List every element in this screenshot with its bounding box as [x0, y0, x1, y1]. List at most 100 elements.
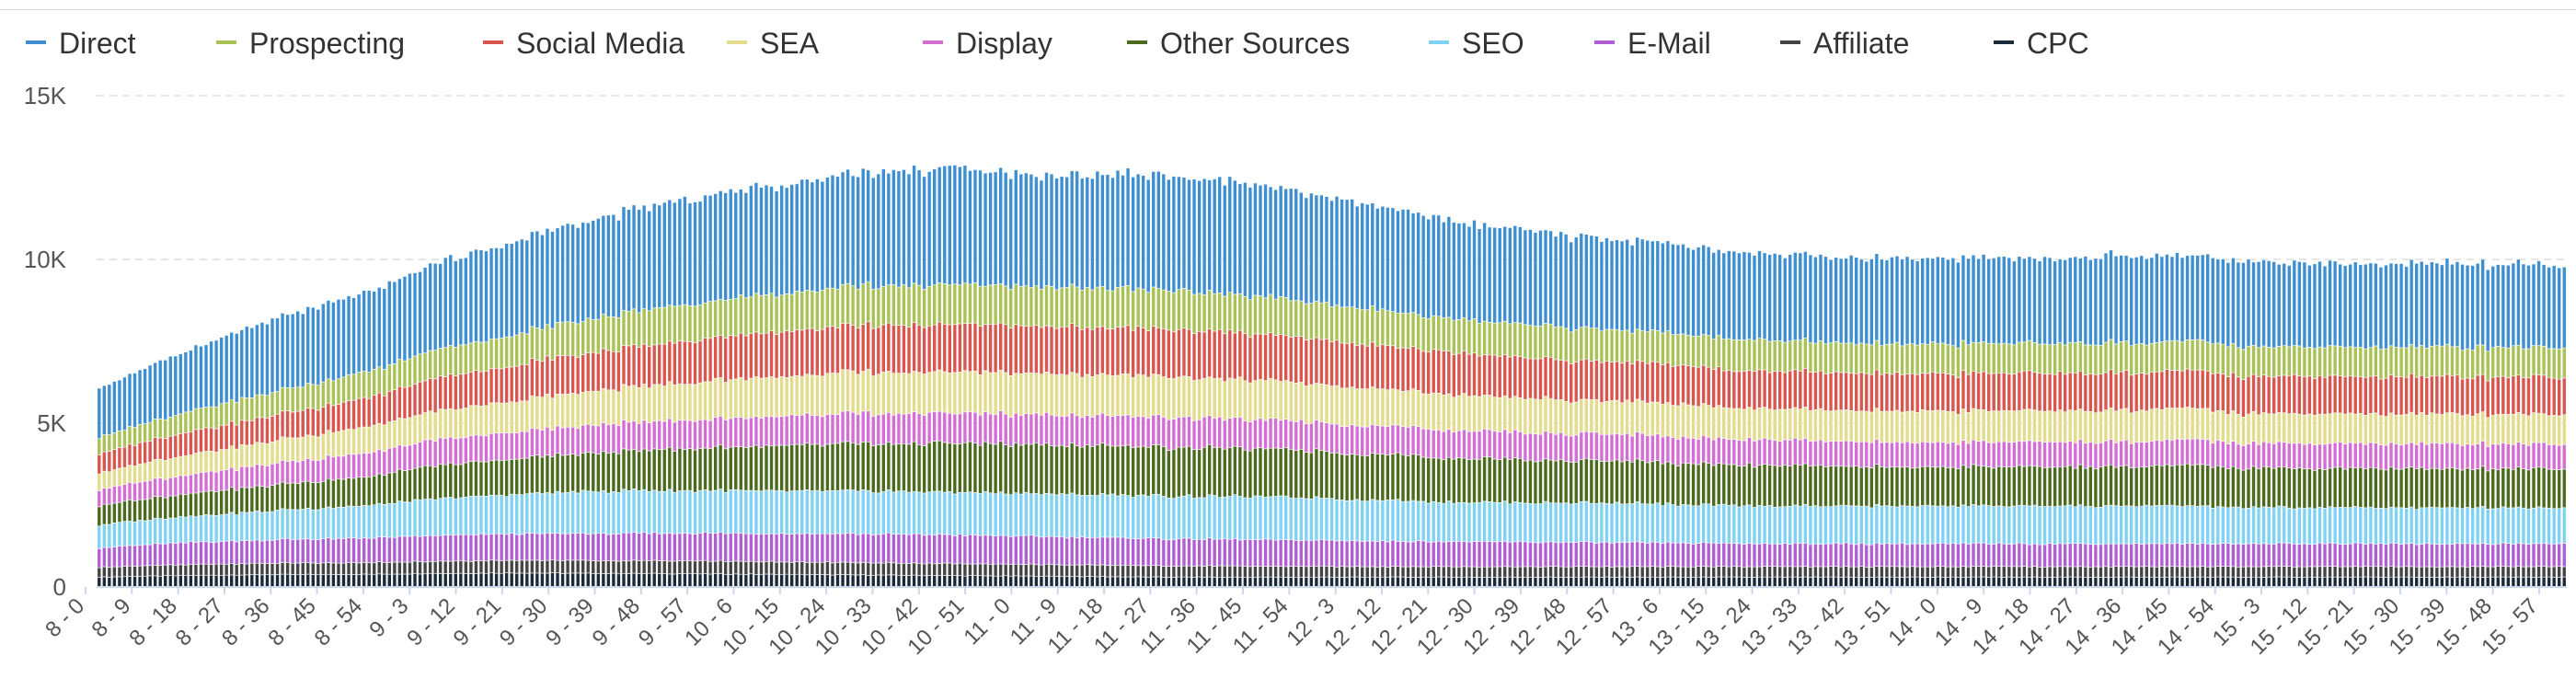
- bar-segment-prospecting[interactable]: [1615, 328, 1619, 362]
- bar-segment-cpc[interactable]: [167, 575, 173, 588]
- bar-segment-social-media[interactable]: [683, 340, 687, 385]
- bar-segment-direct[interactable]: [519, 238, 524, 333]
- bar-segment-other-sources[interactable]: [275, 483, 280, 511]
- bar-segment-other-sources[interactable]: [667, 446, 673, 490]
- bar-segment-display[interactable]: [825, 414, 830, 445]
- bar-segment-affiliate[interactable]: [1828, 566, 1834, 578]
- bar-segment-seo[interactable]: [2414, 509, 2419, 546]
- bar-segment-direct[interactable]: [2378, 266, 2384, 350]
- bar-segment-direct[interactable]: [1808, 254, 1813, 343]
- bar-segment-affiliate[interactable]: [1904, 566, 1910, 578]
- bar-segment-direct[interactable]: [1125, 167, 1131, 286]
- bar-segment-affiliate[interactable]: [2358, 566, 2363, 578]
- bar-segment-cpc[interactable]: [1400, 576, 1406, 588]
- bar-segment-social-media[interactable]: [1380, 344, 1386, 389]
- bar-segment-display[interactable]: [1762, 437, 1767, 466]
- bar-segment-seo[interactable]: [1828, 506, 1834, 545]
- bar-segment-seo[interactable]: [1090, 495, 1095, 538]
- bar-segment-display[interactable]: [1966, 443, 1971, 468]
- bar-segment-direct[interactable]: [245, 326, 249, 398]
- bar-segment-cpc[interactable]: [815, 574, 820, 588]
- bar-segment-direct[interactable]: [2526, 264, 2531, 350]
- bar-segment-cpc[interactable]: [733, 573, 739, 588]
- bar-segment-social-media[interactable]: [1426, 351, 1431, 395]
- bar-segment-other-sources[interactable]: [1823, 466, 1828, 507]
- bar-segment-other-sources[interactable]: [2113, 466, 2119, 506]
- bar-segment-affiliate[interactable]: [530, 559, 535, 574]
- bar-segment-other-sources[interactable]: [1981, 466, 1986, 506]
- bar-segment-seo[interactable]: [2388, 506, 2394, 544]
- bar-segment-e-mail[interactable]: [1716, 543, 1721, 567]
- bar-segment-other-sources[interactable]: [2205, 465, 2210, 506]
- bar-segment-cpc[interactable]: [1864, 577, 1869, 588]
- bar-segment-direct[interactable]: [948, 165, 952, 286]
- bar-segment-other-sources[interactable]: [1151, 444, 1156, 495]
- bar-segment-e-mail[interactable]: [193, 542, 199, 565]
- bar-segment-seo[interactable]: [1472, 502, 1477, 542]
- bar-segment-prospecting[interactable]: [1406, 313, 1410, 350]
- bar-segment-direct[interactable]: [1946, 259, 1950, 345]
- bar-segment-prospecting[interactable]: [2444, 343, 2450, 375]
- bar-segment-display[interactable]: [219, 469, 224, 491]
- bar-segment-display[interactable]: [2430, 443, 2434, 469]
- bar-segment-affiliate[interactable]: [1141, 565, 1145, 578]
- bar-segment-display[interactable]: [1497, 431, 1502, 460]
- bar-segment-seo[interactable]: [2271, 507, 2276, 545]
- bar-segment-other-sources[interactable]: [779, 444, 784, 491]
- bar-segment-other-sources[interactable]: [657, 449, 662, 492]
- bar-segment-seo[interactable]: [749, 489, 753, 535]
- bar-segment-prospecting[interactable]: [1456, 319, 1462, 354]
- bar-segment-sea[interactable]: [249, 444, 255, 467]
- bar-segment-other-sources[interactable]: [489, 460, 494, 496]
- bar-segment-e-mail[interactable]: [1263, 538, 1268, 567]
- bar-segment-social-media[interactable]: [1701, 364, 1706, 404]
- bar-segment-direct[interactable]: [356, 293, 362, 373]
- bar-segment-seo[interactable]: [2444, 507, 2450, 545]
- bar-segment-social-media[interactable]: [1064, 326, 1069, 376]
- bar-segment-seo[interactable]: [2155, 505, 2159, 545]
- bar-segment-sea[interactable]: [1167, 377, 1171, 420]
- bar-segment-social-media[interactable]: [2205, 370, 2210, 409]
- bar-segment-social-media[interactable]: [1782, 372, 1788, 410]
- bar-segment-other-sources[interactable]: [2490, 468, 2496, 510]
- bar-segment-sea[interactable]: [1350, 386, 1354, 426]
- bar-segment-prospecting[interactable]: [2378, 349, 2384, 380]
- bar-segment-direct[interactable]: [163, 360, 168, 420]
- bar-segment-prospecting[interactable]: [937, 282, 942, 323]
- bar-segment-other-sources[interactable]: [1064, 446, 1069, 495]
- bar-segment-direct[interactable]: [1991, 258, 1996, 344]
- bar-segment-e-mail[interactable]: [280, 538, 285, 563]
- bar-segment-direct[interactable]: [1340, 199, 1344, 308]
- bar-segment-seo[interactable]: [305, 507, 311, 539]
- bar-segment-affiliate[interactable]: [2083, 566, 2088, 578]
- bar-segment-display[interactable]: [683, 420, 687, 450]
- bar-segment-display[interactable]: [1874, 439, 1880, 465]
- bar-segment-seo[interactable]: [259, 512, 265, 542]
- bar-segment-social-media[interactable]: [1167, 329, 1171, 379]
- bar-segment-social-media[interactable]: [1639, 361, 1645, 402]
- bar-segment-affiliate[interactable]: [2363, 566, 2368, 578]
- bar-segment-prospecting[interactable]: [902, 284, 906, 326]
- bar-segment-other-sources[interactable]: [733, 446, 739, 490]
- bar-segment-cpc[interactable]: [2322, 576, 2328, 588]
- bar-segment-sea[interactable]: [234, 448, 239, 471]
- bar-segment-direct[interactable]: [1135, 173, 1141, 289]
- bar-segment-display[interactable]: [1523, 433, 1528, 462]
- bar-segment-other-sources[interactable]: [1034, 443, 1039, 494]
- bar-segment-cpc[interactable]: [265, 574, 270, 588]
- bar-segment-display[interactable]: [1294, 421, 1299, 451]
- bar-segment-social-media[interactable]: [2200, 369, 2205, 409]
- bar-segment-direct[interactable]: [1492, 226, 1497, 324]
- bar-segment-prospecting[interactable]: [412, 355, 418, 385]
- bar-segment-e-mail[interactable]: [117, 546, 122, 568]
- bar-segment-other-sources[interactable]: [321, 481, 326, 509]
- bar-segment-display[interactable]: [1645, 435, 1650, 464]
- bar-segment-prospecting[interactable]: [906, 287, 912, 328]
- bar-segment-cpc[interactable]: [183, 575, 189, 588]
- bar-segment-sea[interactable]: [265, 443, 270, 466]
- bar-segment-cpc[interactable]: [948, 575, 952, 588]
- bar-segment-direct[interactable]: [1396, 210, 1400, 314]
- bar-segment-seo[interactable]: [1691, 505, 1696, 545]
- bar-segment-seo[interactable]: [1956, 506, 1961, 545]
- bar-segment-prospecting[interactable]: [799, 292, 805, 331]
